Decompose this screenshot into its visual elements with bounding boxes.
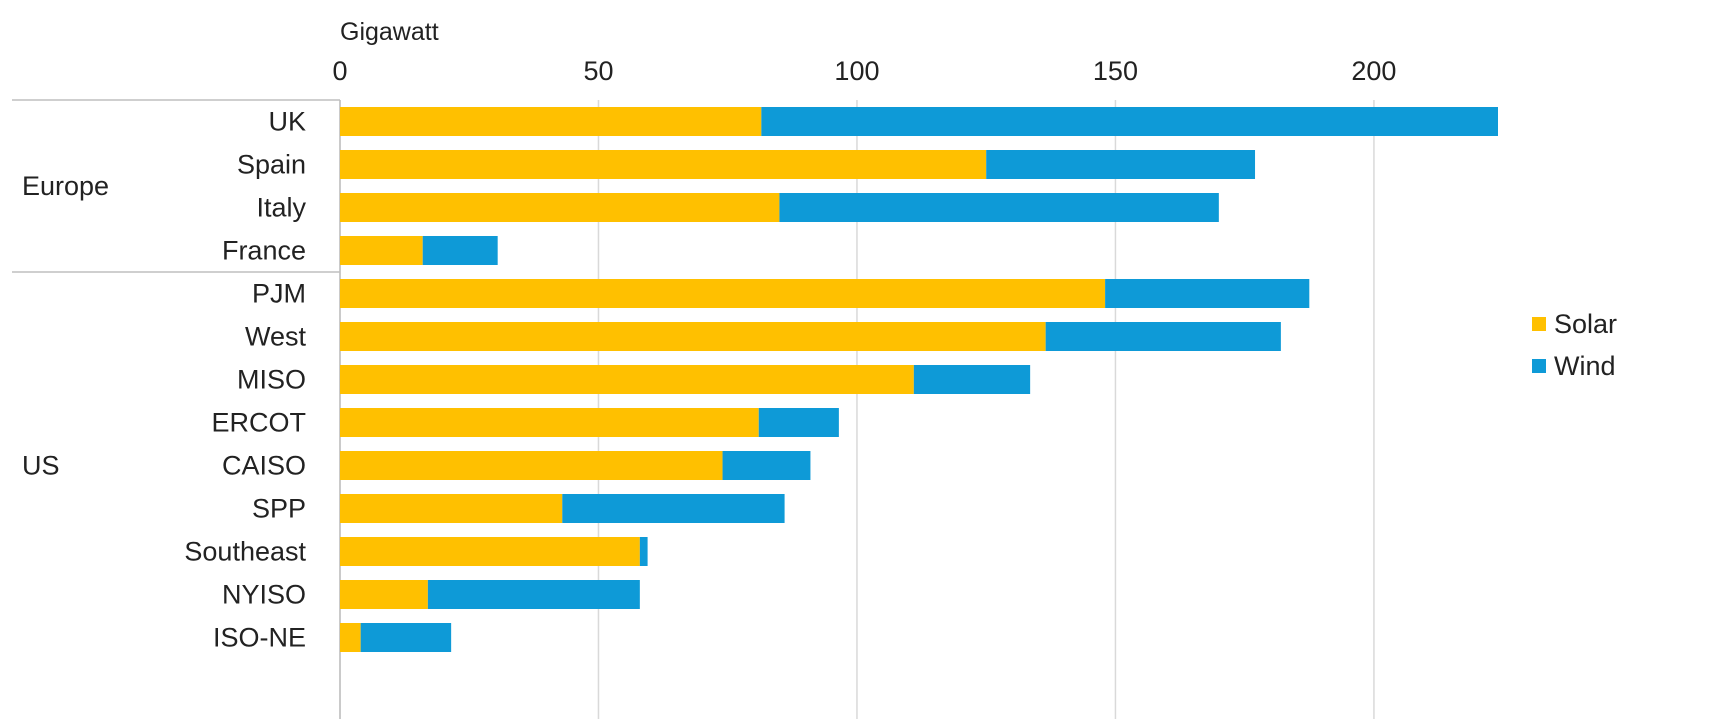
category-label: ERCOT (212, 408, 307, 438)
bar-wind-nyiso (427, 580, 640, 609)
category-label: NYISO (222, 580, 306, 610)
category-label: Spain (237, 150, 306, 180)
bar-wind-italy (779, 193, 1219, 222)
category-label: UK (268, 107, 306, 137)
category-labels: UK Spain Italy France PJM West MISO ERCOT CAISO S… (184, 107, 306, 653)
legend-swatch-wind (1532, 359, 1546, 373)
legend: Solar Wind (1532, 309, 1617, 381)
category-label: Southeast (184, 537, 306, 567)
bar-solar-pjm (340, 279, 1106, 308)
x-tick-label: 200 (1351, 56, 1396, 86)
legend-swatch-solar (1532, 317, 1546, 331)
bar-wind-uk (761, 107, 1498, 136)
group-label: Europe (22, 171, 109, 201)
group-label: US (22, 451, 60, 481)
bar-solar-spain (340, 150, 987, 179)
bar-wind-spp (562, 494, 785, 523)
category-label: ISO-NE (213, 623, 306, 653)
bars (340, 107, 1498, 652)
bar-solar-france (340, 236, 423, 265)
category-label: West (245, 322, 307, 352)
legend-label-wind: Wind (1554, 351, 1616, 381)
bar-wind-west (1045, 322, 1281, 351)
x-tick-label: 100 (834, 56, 879, 86)
bar-wind-pjm (1105, 279, 1310, 308)
bar-wind-iso-ne (360, 623, 452, 652)
bar-wind-miso (913, 365, 1031, 394)
bar-solar-miso (340, 365, 914, 394)
category-label: France (222, 236, 306, 266)
x-tick-label: 150 (1093, 56, 1138, 86)
legend-label-solar: Solar (1554, 309, 1617, 339)
bar-solar-nyiso (340, 580, 428, 609)
category-label: PJM (252, 279, 306, 309)
bar-solar-italy (340, 193, 780, 222)
x-tick-labels: 0 50 100 150 200 (332, 56, 1396, 86)
category-label: SPP (252, 494, 306, 524)
bar-solar-ercot (340, 408, 759, 437)
bar-solar-uk (340, 107, 762, 136)
bar-wind-caiso (722, 451, 811, 480)
bar-wind-ercot (758, 408, 839, 437)
bar-solar-southeast (340, 537, 640, 566)
bar-solar-caiso (340, 451, 723, 480)
x-tick-label: 50 (583, 56, 613, 86)
x-tick-label: 0 (332, 56, 347, 86)
bar-solar-west (340, 322, 1046, 351)
bar-wind-spain (986, 150, 1256, 179)
category-label: Italy (256, 193, 306, 223)
group-labels: Europe US (22, 171, 109, 481)
bar-wind-france (422, 236, 498, 265)
x-axis-title: Gigawatt (340, 18, 439, 46)
bar-solar-iso-ne (340, 623, 361, 652)
bar-wind-southeast (639, 537, 648, 566)
category-label: CAISO (222, 451, 306, 481)
bar-solar-spp (340, 494, 563, 523)
category-label: MISO (237, 365, 306, 395)
